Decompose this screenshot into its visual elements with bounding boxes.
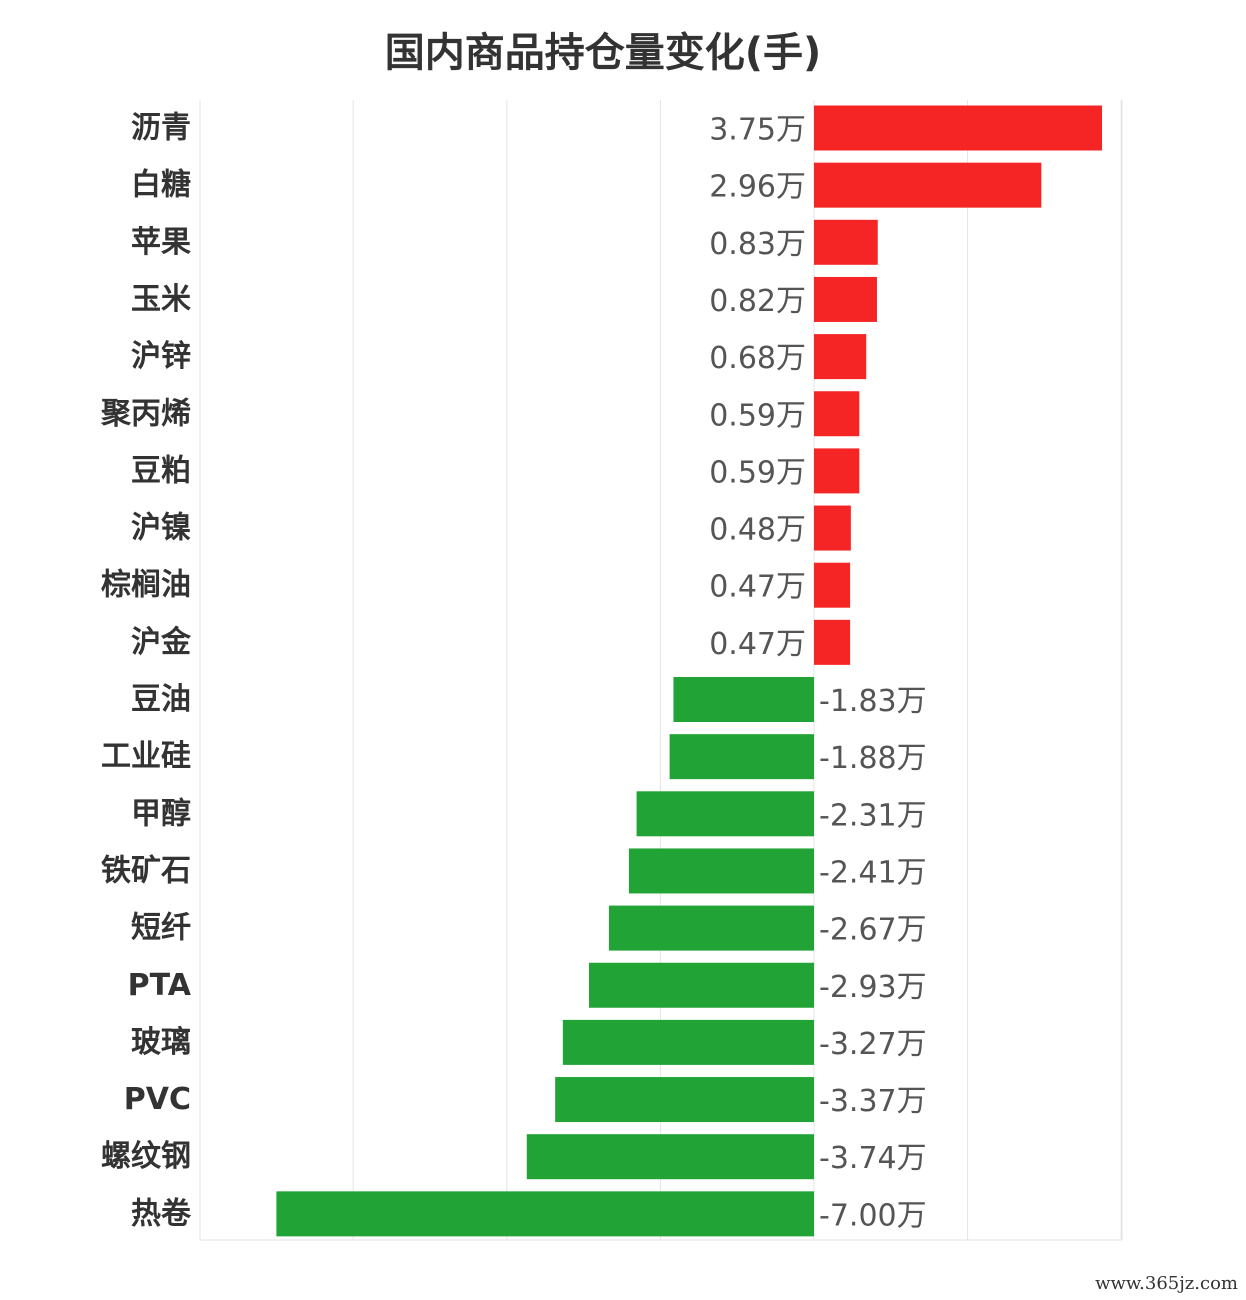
- category-label: 沪镍: [131, 511, 191, 546]
- bar: [628, 848, 814, 894]
- category-label: 豆油: [131, 682, 191, 717]
- category-label: 短纤: [131, 911, 191, 946]
- category-label: 螺纹钢: [101, 1139, 191, 1174]
- category-label: 沪锌: [131, 339, 191, 374]
- category-label: 沥青: [131, 111, 191, 146]
- bar: [814, 619, 851, 665]
- data-label: 2.96万: [709, 170, 806, 205]
- bar: [588, 962, 814, 1008]
- data-label: -1.83万: [819, 684, 927, 719]
- category-label: 豆粕: [131, 453, 191, 488]
- category-label: 工业硅: [101, 739, 191, 774]
- bar: [814, 562, 851, 608]
- category-label: 棕榈油: [101, 568, 191, 603]
- bar: [608, 905, 814, 951]
- category-label: 苹果: [131, 225, 191, 260]
- watermark: www.365jz.com: [1095, 1273, 1238, 1294]
- bar: [814, 505, 851, 551]
- bar: [555, 1077, 814, 1123]
- category-label: 热卷: [131, 1196, 192, 1231]
- data-label: -2.67万: [819, 913, 927, 948]
- category-label: 玻璃: [131, 1025, 191, 1060]
- bar: [814, 162, 1042, 208]
- bar: [636, 791, 814, 837]
- data-label: 0.82万: [709, 284, 806, 319]
- bar: [526, 1134, 814, 1180]
- category-label: PTA: [128, 968, 192, 1003]
- bar: [814, 219, 878, 265]
- bar: [562, 1019, 814, 1065]
- data-label: -2.31万: [819, 798, 927, 833]
- bar: [814, 391, 860, 437]
- data-label: -2.93万: [819, 970, 927, 1005]
- category-label: 聚丙烯: [100, 396, 191, 431]
- bar: [814, 276, 877, 322]
- data-label: -2.41万: [819, 855, 927, 890]
- category-label: 铁矿石: [101, 853, 191, 888]
- data-label: -7.00万: [819, 1198, 927, 1233]
- data-label: 0.59万: [709, 398, 806, 433]
- data-label: 0.47万: [709, 570, 806, 605]
- data-label: 0.68万: [709, 341, 806, 376]
- data-label: -3.37万: [819, 1084, 927, 1119]
- bar: [669, 734, 814, 780]
- bar: [276, 1191, 814, 1237]
- bar: [673, 677, 814, 722]
- category-label: PVC: [124, 1082, 191, 1117]
- category-label: 沪金: [131, 625, 192, 660]
- data-label: 0.83万: [709, 227, 806, 262]
- category-label: 甲醇: [131, 796, 191, 831]
- bar: [814, 448, 860, 494]
- data-label: 0.48万: [709, 513, 806, 548]
- data-label: 0.47万: [709, 627, 806, 662]
- data-label: -3.27万: [819, 1027, 927, 1062]
- data-label: -3.74万: [819, 1141, 927, 1176]
- data-label: 3.75万: [709, 113, 806, 148]
- chart-title: 国内商品持仓量变化(手): [384, 30, 822, 76]
- data-label: 0.59万: [709, 455, 806, 490]
- category-label: 玉米: [131, 282, 191, 317]
- data-label: -1.88万: [819, 741, 927, 776]
- category-label: 白糖: [131, 168, 191, 203]
- bar: [814, 334, 867, 380]
- bar: [814, 105, 1102, 151]
